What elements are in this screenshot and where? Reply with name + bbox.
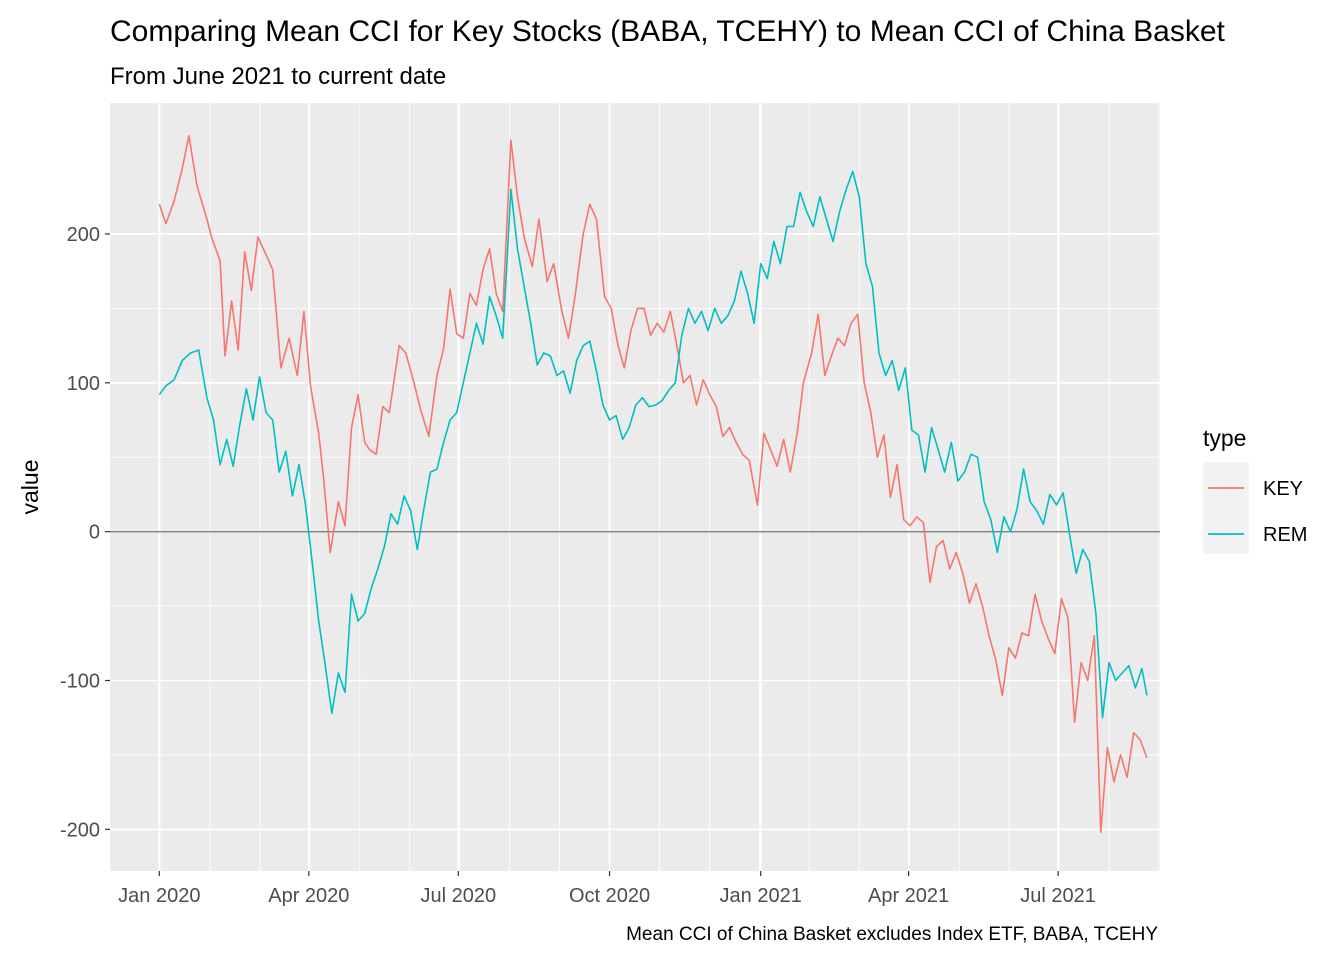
y-tick-label: 200 [67,224,100,246]
y-tick-label: -200 [60,819,100,841]
y-tick-label: 100 [67,373,100,395]
chart-caption: Mean CCI of China Basket excludes Index … [626,924,1158,945]
y-tick-label: -100 [60,670,100,692]
chart-title: Comparing Mean CCI for Key Stocks (BABA,… [110,15,1226,48]
chart-subtitle: From June 2021 to current date [110,63,446,90]
y-tick-label: 0 [89,522,100,544]
x-axis: Jan 2020 Apr 2020 Jul 2020 Oct 2020 Jan 2021… [118,871,1096,907]
legend-label-key: KEY [1263,478,1303,500]
x-tick-label: Jan 2020 [118,885,200,907]
x-tick-label: Apr 2021 [868,885,949,907]
legend-key-background [1203,462,1249,554]
legend-label-rem: REM [1263,524,1307,546]
legend-title: type [1203,425,1246,451]
x-tick-label: Jan 2021 [720,885,802,907]
series-line-rem [158,170,1148,719]
series-layer [158,134,1148,834]
x-tick-label: Jul 2021 [1020,885,1096,907]
grid-major [110,103,1160,871]
y-axis-title: value [17,460,43,515]
series-line-key [158,134,1148,834]
legend-items: KEY REM [1203,462,1307,554]
plot-panel [110,103,1160,871]
x-tick-label: Oct 2020 [569,885,650,907]
x-tick-label: Apr 2020 [268,885,349,907]
y-axis: -200 -100 0 100 200 [60,224,110,841]
x-tick-label: Jul 2020 [421,885,497,907]
legend: type KEY REM [1203,425,1307,554]
